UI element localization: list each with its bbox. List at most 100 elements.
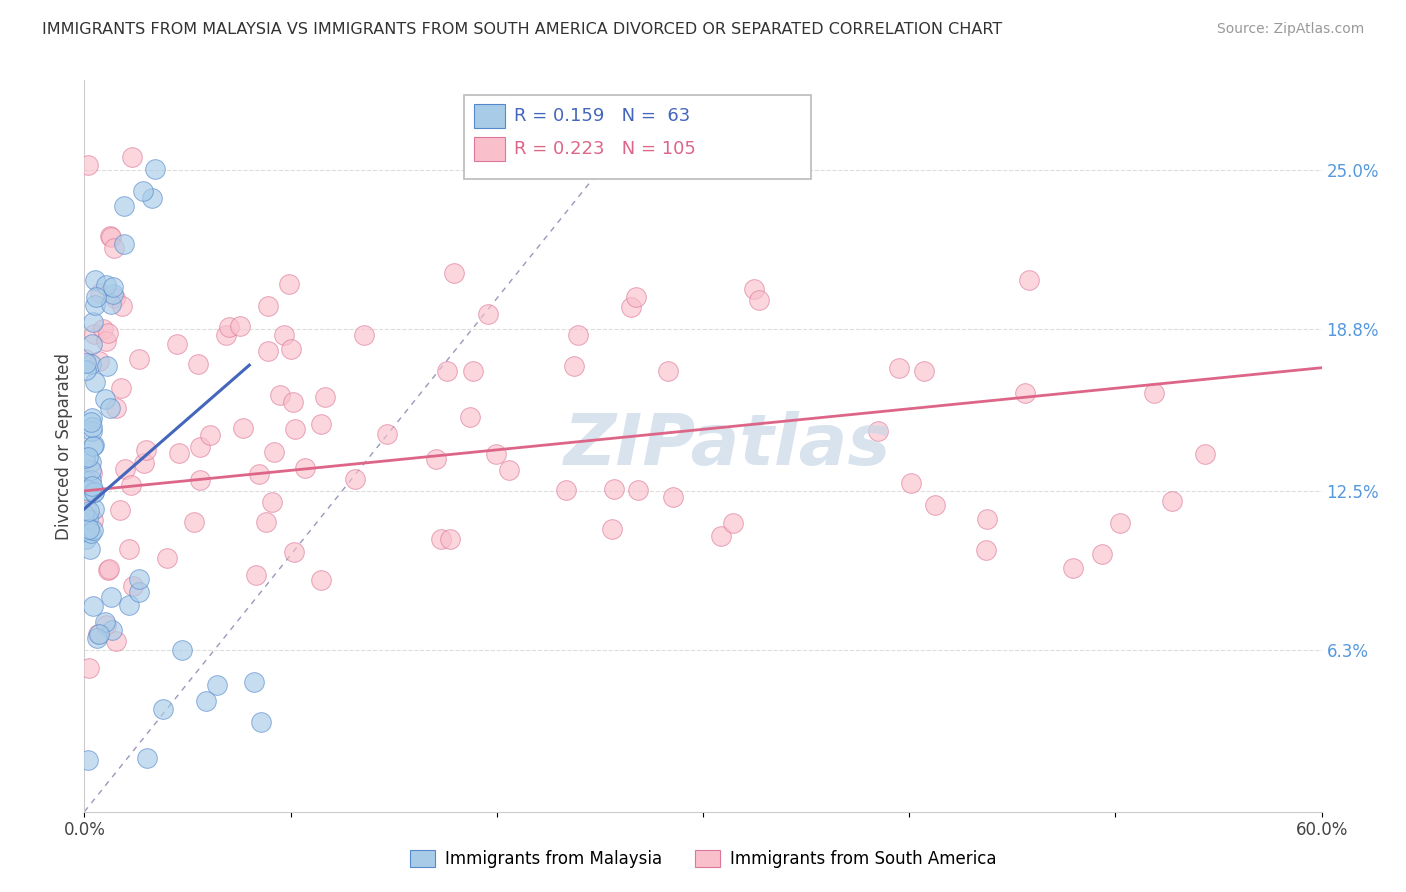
Point [748,293,770,307]
Point [257,343,280,358]
Point [84,273,107,287]
Point [562,359,585,373]
Point [79,455,101,469]
Point [100,230,122,244]
Point [103,286,125,301]
Point [114,198,136,212]
Point [200,428,222,442]
Point [156,550,179,565]
Point [439,532,461,546]
Point [77,504,100,518]
Point [120,478,142,492]
Point [117,598,139,612]
Point [567,327,589,342]
Point [100,623,122,637]
Point [132,456,155,470]
Point [82,439,104,453]
Point [76,450,98,464]
Point [100,590,122,604]
Point [166,337,188,351]
Point [84,298,107,312]
Point [101,280,124,294]
Point [1161,493,1184,508]
Point [974,543,997,558]
Point [80,424,103,438]
Point [485,447,508,461]
Y-axis label: Divorced or Separated: Divorced or Separated [55,352,73,540]
Point [710,529,733,543]
Point [912,364,935,378]
Point [1062,561,1084,575]
Point [76,512,98,526]
Point [661,490,683,504]
Point [232,421,254,435]
Point [83,484,105,499]
Point [110,381,132,395]
Point [257,299,280,313]
Point [353,328,375,343]
Bar [474,137,505,161]
Point [128,584,150,599]
Point [80,463,103,477]
Point [294,461,316,475]
Point [626,290,648,304]
Point [112,236,135,251]
Point [98,562,121,576]
Point [141,191,163,205]
Point [344,472,367,486]
Point [77,753,100,767]
Point [94,278,117,293]
Point [97,563,120,577]
Point [375,427,398,442]
Point [314,390,336,404]
Point [80,479,103,493]
Point [75,450,97,465]
Point [118,541,141,556]
Point [122,578,145,592]
Point [83,501,105,516]
Point [887,360,910,375]
Point [254,516,277,530]
Point [1194,447,1216,461]
Point [104,401,127,415]
Point [80,411,103,425]
Point [97,326,120,341]
Point [83,375,105,389]
Point [79,541,101,556]
Point [188,473,211,487]
Point [135,751,157,765]
Point [207,678,229,692]
Point [80,415,103,429]
Point [311,417,333,432]
Point [76,483,98,498]
Point [1143,385,1166,400]
Point [1108,516,1130,531]
Point [79,661,101,675]
Point [721,516,744,531]
Point [436,363,458,377]
Point [94,615,117,630]
Point [555,483,578,497]
Point [498,463,520,477]
Point [187,357,209,371]
Point [128,351,150,366]
Point [269,388,291,402]
Point [121,150,143,164]
Point [75,351,97,366]
Point [111,299,134,313]
Point [868,424,890,438]
Point [600,522,623,536]
Point [619,300,641,314]
Point [75,355,97,369]
Text: Source: ZipAtlas.com: Source: ZipAtlas.com [1216,22,1364,37]
Point [80,473,103,487]
Point [458,410,481,425]
Point [283,545,305,559]
Point [188,440,211,454]
Point [461,364,484,378]
Point [83,327,105,342]
Point [108,503,131,517]
Point [1014,386,1036,401]
Point [183,516,205,530]
Point [80,526,103,541]
